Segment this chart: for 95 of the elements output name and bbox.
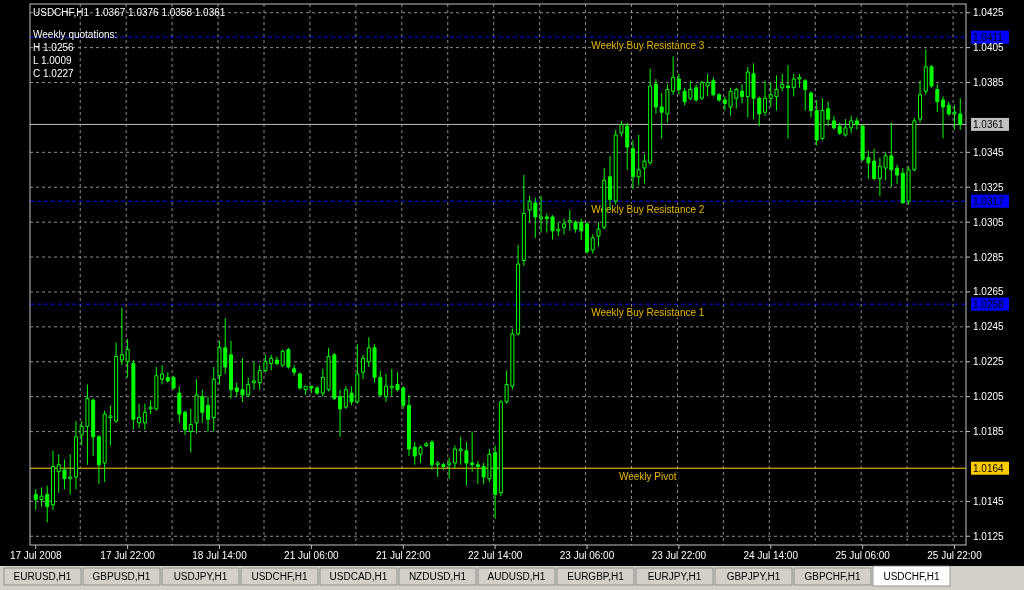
text: USDJPY,H1 <box>173 571 228 582</box>
candlestick <box>935 83 940 113</box>
annotation: Weekly quotations: <box>33 29 118 40</box>
x-tick-label: 23 Jul 22:00 <box>651 550 707 561</box>
text: USDCHF,H1 <box>251 571 308 582</box>
candlestick <box>73 420 78 490</box>
x-tick-label: 25 Jul 06:00 <box>835 550 891 561</box>
text: USDCHF,H1 <box>883 571 940 582</box>
text: 1.0411 <box>973 31 1004 43</box>
candlestick <box>211 366 216 433</box>
y-tick-label: 1.0145 <box>973 495 1005 507</box>
ref-line-label: Weekly Buy Resistance 1 <box>591 307 705 319</box>
y-tick-label: 1.0385 <box>973 77 1005 89</box>
candlestick <box>228 340 233 399</box>
y-tick-label: 1.0245 <box>973 321 1005 333</box>
candlestick <box>740 83 745 104</box>
candlestick <box>590 233 595 255</box>
candlestick <box>763 80 768 117</box>
annotation: H 1.0256 <box>33 42 75 53</box>
text: GBPJPY,H1 <box>726 571 781 582</box>
x-tick-label: 25 Jul 22:00 <box>927 550 983 561</box>
y-tick-label: 1.0345 <box>973 146 1005 158</box>
y-tick-label: 1.0185 <box>973 426 1005 438</box>
annotation: L 1.0009 <box>33 55 72 66</box>
y-tick-label: 1.0285 <box>973 251 1005 263</box>
candlestick <box>808 90 813 118</box>
y-tick-label: 1.0225 <box>973 356 1005 368</box>
x-tick-label: 18 Jul 14:00 <box>192 550 248 561</box>
ref-line-label: Weekly Buy Resistance 3 <box>591 40 705 52</box>
candlestick <box>585 221 590 255</box>
candlestick <box>785 64 790 139</box>
y-tick-label: 1.0405 <box>973 42 1005 54</box>
candlestick <box>177 385 182 424</box>
y-tick-label: 1.0325 <box>973 181 1005 193</box>
y-tick-label: 1.0265 <box>973 286 1005 298</box>
chart-title: USDCHF,H1 1.0367 1.0376 1.0358 1.0361 <box>33 7 226 18</box>
x-tick-label: 17 Jul 2008 <box>9 550 63 561</box>
candlestick <box>895 164 900 185</box>
text: EURUSD,H1 <box>13 571 72 582</box>
ref-line-label: Weekly Pivot <box>618 471 677 483</box>
x-tick-label: 23 Jul 06:00 <box>559 550 615 561</box>
candlestick <box>854 116 859 131</box>
candlestick <box>630 139 635 190</box>
text: 1.0317 <box>973 195 1005 207</box>
candlestick <box>636 134 641 186</box>
candlestick <box>183 410 188 436</box>
text: 1.0164 <box>973 462 1005 474</box>
candlestick <box>717 92 722 103</box>
candlestick <box>50 450 55 511</box>
candlestick <box>384 373 389 403</box>
candlestick <box>803 78 808 111</box>
candlestick <box>676 73 681 96</box>
y-tick-label: 1.0425 <box>973 7 1005 19</box>
text: EURGBP,H1 <box>567 571 625 582</box>
candlestick <box>521 174 526 267</box>
text: GBPCHF,H1 <box>804 571 861 582</box>
candlestick <box>206 396 211 433</box>
candlestick <box>653 78 658 115</box>
x-tick-label: 21 Jul 06:00 <box>284 550 340 561</box>
candlestick <box>406 394 411 457</box>
y-tick-label: 1.0125 <box>973 530 1005 542</box>
text: USDCAD,H1 <box>329 571 388 582</box>
text: 1.0361 <box>973 118 1005 130</box>
candlestick <box>142 403 147 431</box>
candlestick <box>596 221 601 248</box>
candlestick <box>160 364 165 385</box>
text: NZDUSD,H1 <box>408 571 467 582</box>
y-tick-label: 1.0305 <box>973 216 1005 228</box>
candlestick <box>274 356 279 366</box>
candlestick <box>429 439 434 471</box>
candlestick <box>918 80 923 124</box>
candlestick <box>780 73 785 92</box>
text: GBPUSD,H1 <box>92 571 151 582</box>
text: 1.0258 <box>973 298 1005 310</box>
candlestick <box>831 115 836 131</box>
x-tick-label: 24 Jul 14:00 <box>743 550 799 561</box>
x-tick-label: 21 Jul 22:00 <box>376 550 431 561</box>
candlestick <box>338 389 343 438</box>
candlestick <box>613 129 618 206</box>
x-tick-label: 22 Jul 14:00 <box>467 550 523 561</box>
candlestick <box>452 445 457 469</box>
candlestick <box>292 364 297 377</box>
candlestick <box>188 408 193 454</box>
candlestick <box>424 441 429 448</box>
candlestick <box>361 354 366 380</box>
annotation: C 1.0227 <box>33 68 75 79</box>
candlestick <box>96 434 101 485</box>
candlestick <box>562 218 567 235</box>
y-tick-label: 1.0205 <box>973 391 1005 403</box>
candlestick <box>941 95 946 139</box>
text: AUDUSD,H1 <box>487 571 546 582</box>
candlestick <box>539 195 544 234</box>
candlestick <box>251 361 256 391</box>
x-tick-label: 17 Jul 22:00 <box>100 550 156 561</box>
text: EURJPY,H1 <box>647 571 702 582</box>
